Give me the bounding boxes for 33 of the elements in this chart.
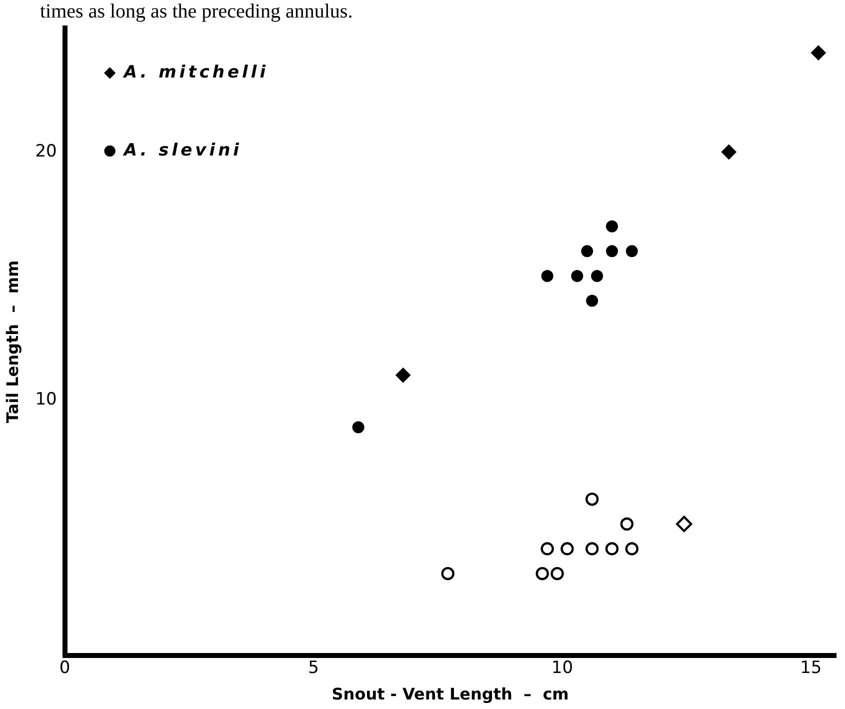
point bbox=[581, 245, 594, 258]
y-tick-label: 20 bbox=[35, 141, 57, 162]
x-tick-label: 0 bbox=[59, 658, 70, 678]
point bbox=[441, 566, 454, 580]
point bbox=[571, 270, 584, 282]
legend-label: A. mitchelli bbox=[122, 62, 269, 82]
point bbox=[352, 421, 364, 434]
y-axis-title: Tail Length – mm bbox=[2, 260, 22, 424]
x-tick-label: 5 bbox=[308, 658, 319, 678]
point bbox=[591, 270, 604, 282]
point bbox=[560, 542, 574, 556]
point bbox=[810, 45, 826, 60]
point bbox=[626, 245, 638, 258]
point bbox=[585, 492, 599, 506]
point bbox=[540, 542, 554, 556]
point bbox=[586, 294, 598, 307]
point bbox=[541, 270, 554, 282]
text: times as long as the preceding annulus. bbox=[40, 0, 353, 22]
x-tick-label: 10 bbox=[551, 658, 574, 678]
point bbox=[605, 542, 619, 556]
point bbox=[585, 542, 599, 556]
point bbox=[606, 220, 618, 232]
x-axis-title: Snout - Vent Length – cm bbox=[332, 684, 569, 704]
point bbox=[536, 566, 549, 580]
point bbox=[550, 566, 564, 580]
legend-label: A. slevini bbox=[122, 140, 242, 160]
point bbox=[625, 542, 638, 556]
point bbox=[721, 144, 736, 160]
x-tick-label: 15 bbox=[800, 658, 822, 678]
point bbox=[620, 517, 634, 531]
point bbox=[676, 516, 692, 532]
point bbox=[396, 368, 411, 383]
point bbox=[606, 245, 618, 258]
